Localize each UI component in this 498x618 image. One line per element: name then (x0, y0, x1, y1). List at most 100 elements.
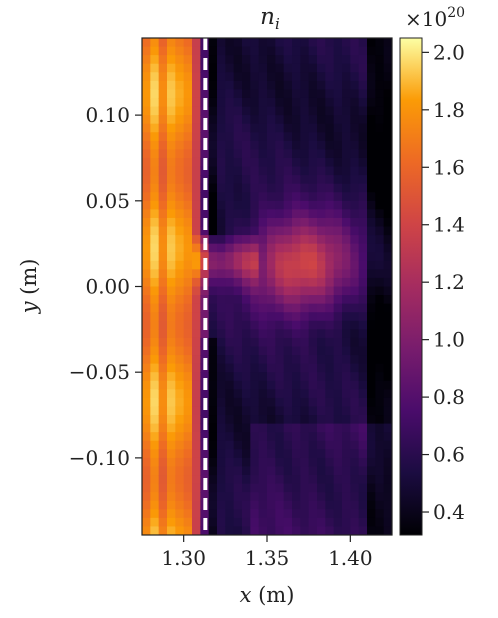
heatmap-cell (250, 449, 260, 459)
heatmap-cell (367, 200, 376, 210)
heatmap-cell (217, 380, 226, 390)
heatmap-cell (275, 312, 285, 322)
heatmap-cell (308, 157, 318, 168)
heatmap-cell (383, 337, 392, 348)
heatmap-cell (217, 89, 226, 99)
heatmap-cell (217, 80, 226, 91)
heatmap-cell (358, 217, 368, 228)
heatmap-cell (142, 243, 151, 253)
heatmap-cell (242, 526, 251, 535)
heatmap-cell (150, 526, 160, 535)
heatmap-cell (183, 235, 193, 245)
heatmap-cell (217, 63, 226, 73)
heatmap-cell (292, 526, 301, 535)
heatmap-cell (258, 312, 268, 322)
heatmap-cell (225, 200, 235, 210)
heatmap-cell (350, 337, 360, 348)
heatmap-cell (183, 38, 193, 48)
heatmap-cell (317, 483, 326, 493)
heatmap-cell (167, 466, 176, 476)
heatmap-cell (300, 346, 310, 356)
heatmap-cell (175, 483, 185, 493)
heatmap-cell (267, 183, 276, 193)
heatmap-cell (342, 115, 351, 125)
heatmap-cell (192, 46, 201, 56)
heatmap-cell (317, 132, 326, 142)
colorbar-tick-label: 1.6 (433, 155, 465, 179)
heatmap-cell (383, 457, 392, 468)
heatmap-cell (308, 175, 318, 185)
x-tick-label: 1.30 (161, 546, 206, 570)
heatmap-cell (383, 209, 392, 219)
heatmap-cell (150, 492, 160, 502)
heatmap-cell (183, 115, 193, 125)
heatmap-cell (150, 97, 160, 108)
heatmap-cell (383, 397, 392, 408)
heatmap-cell (317, 397, 326, 408)
heatmap-cell (250, 500, 260, 510)
heatmap-cell (233, 157, 243, 168)
heatmap-cell (325, 97, 335, 108)
heatmap-cell (142, 183, 151, 193)
heatmap-cell (275, 175, 285, 185)
heatmap-cell (350, 132, 360, 142)
heatmap-cell (292, 166, 301, 176)
heatmap-cell (200, 269, 210, 279)
heatmap-cell (158, 260, 168, 270)
heatmap-cell (258, 123, 268, 133)
heatmap-cell (183, 217, 193, 228)
heatmap-cell (367, 466, 376, 476)
heatmap-cell (208, 63, 218, 73)
heatmap-cell (333, 329, 343, 339)
heatmap-cell (308, 432, 318, 442)
heatmap-cell (275, 303, 285, 313)
heatmap-cell (283, 192, 293, 202)
heatmap-cell (317, 80, 326, 91)
heatmap-cell (350, 63, 360, 73)
heatmap-cell (317, 55, 326, 65)
heatmap-cell (142, 286, 151, 296)
heatmap-cell (192, 260, 201, 270)
heatmap-cell (217, 329, 226, 339)
heatmap-cell (283, 260, 293, 270)
heatmap-cell (192, 475, 201, 485)
heatmap-cell (308, 149, 318, 159)
heatmap-cell (267, 235, 276, 245)
heatmap-cell (292, 517, 301, 528)
heatmap-cell (233, 415, 243, 425)
heatmap-cell (283, 217, 293, 228)
heatmap-cell (350, 517, 360, 528)
heatmap-cell (142, 397, 151, 408)
heatmap-cell (258, 89, 268, 99)
heatmap-cell (225, 295, 235, 305)
heatmap-cell (250, 303, 260, 313)
heatmap-cell (317, 286, 326, 296)
heatmap-cell (225, 192, 235, 202)
heatmap-cell (267, 312, 276, 322)
heatmap-cell (192, 440, 201, 450)
heatmap-cell (358, 372, 368, 382)
heatmap-cell (167, 483, 176, 493)
heatmap-cell (283, 235, 293, 245)
heatmap-cell (383, 277, 392, 288)
heatmap-cell (358, 440, 368, 450)
heatmap-cell (183, 106, 193, 116)
heatmap-cell (367, 475, 376, 485)
heatmap-cell (183, 389, 193, 399)
heatmap-cell (250, 115, 260, 125)
heatmap-cell (267, 55, 276, 65)
heatmap-cell (358, 449, 368, 459)
heatmap-cell (300, 72, 310, 82)
heatmap-cell (358, 329, 368, 339)
heatmap-cell (300, 277, 310, 288)
heatmap-cell (233, 372, 243, 382)
heatmap-cell (292, 500, 301, 510)
heatmap-cell (350, 192, 360, 202)
heatmap-cell (258, 157, 268, 168)
heatmap-cell (258, 303, 268, 313)
heatmap-cell (375, 337, 385, 348)
heatmap-cell (367, 295, 376, 305)
heatmap-cell (208, 166, 218, 176)
heatmap-cell (175, 183, 185, 193)
heatmap-cell (250, 217, 260, 228)
